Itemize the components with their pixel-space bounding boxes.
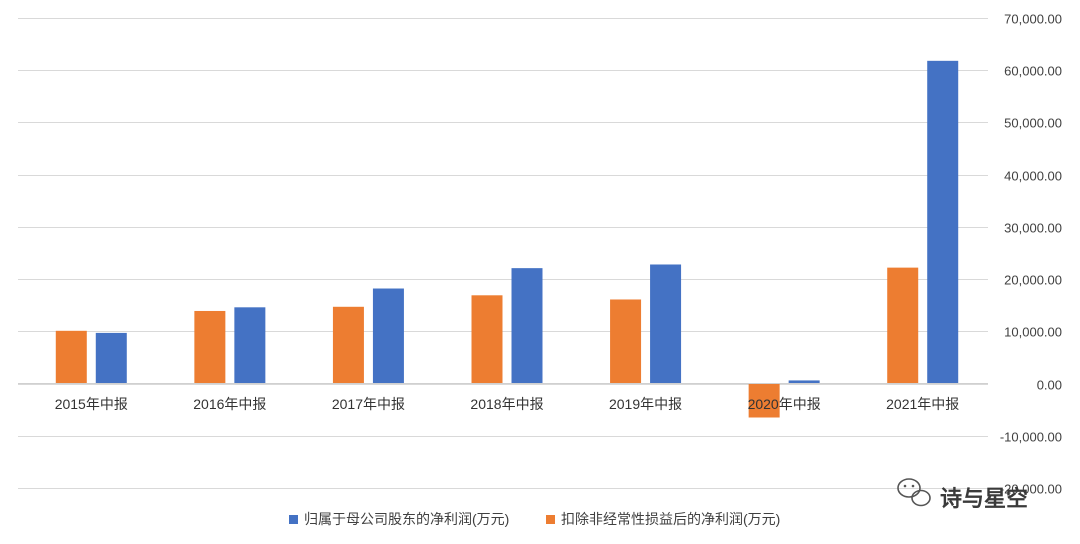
x-category-label: 2015年中报 bbox=[55, 396, 128, 412]
bar-deducted-5 bbox=[748, 383, 780, 418]
x-category-label: 2016年中报 bbox=[193, 396, 266, 412]
y-tick-label: 40,000.00 bbox=[1004, 169, 1062, 184]
bar-deducted-0 bbox=[55, 330, 87, 384]
x-category-label: 2019年中报 bbox=[609, 396, 682, 412]
bar-parent-2 bbox=[372, 288, 404, 384]
x-category-label: 2020年中报 bbox=[748, 396, 821, 412]
gridlines bbox=[18, 18, 988, 489]
bar-deducted-6 bbox=[887, 267, 919, 384]
x-category-labels: 2015年中报 2016年中报 2017年中报 2018年中报 2019年中报 2020年… bbox=[55, 396, 960, 412]
bar-deducted-2 bbox=[332, 306, 364, 384]
watermark: 诗与星空 bbox=[897, 478, 1028, 511]
bar-parent-5 bbox=[788, 380, 820, 384]
bar-parent-6 bbox=[927, 60, 959, 384]
legend-label-net-profit-deducted: 扣除非经常性损益后的净利润(万元) bbox=[561, 511, 780, 527]
y-tick-label: 20,000.00 bbox=[1004, 273, 1062, 288]
bars bbox=[55, 60, 959, 418]
x-category-label: 2018年中报 bbox=[470, 396, 543, 412]
y-tick-label: 50,000.00 bbox=[1004, 116, 1062, 131]
y-tick-labels: 70,000.00 60,000.00 50,000.00 40,000.00 30,0… bbox=[1000, 12, 1062, 497]
bar-deducted-3 bbox=[471, 295, 503, 384]
bar-parent-4 bbox=[650, 264, 682, 384]
bar-parent-0 bbox=[95, 332, 127, 384]
y-tick-label: -10,000.00 bbox=[1000, 430, 1062, 445]
x-category-label: 2017年中报 bbox=[332, 396, 405, 412]
watermark-text: 诗与星空 bbox=[940, 486, 1028, 511]
y-tick-label: 70,000.00 bbox=[1004, 12, 1062, 27]
legend-label-net-profit-parent: 归属于母公司股东的净利润(万元) bbox=[304, 511, 509, 527]
y-tick-label: -20,000.00 bbox=[1000, 482, 1062, 497]
y-tick-label: 10,000.00 bbox=[1004, 325, 1062, 340]
bar-parent-1 bbox=[234, 307, 266, 384]
y-tick-label: 60,000.00 bbox=[1004, 64, 1062, 79]
bar-deducted-4 bbox=[610, 299, 642, 384]
wechat-icon bbox=[897, 478, 931, 507]
y-tick-label: 30,000.00 bbox=[1004, 221, 1062, 236]
bar-deducted-1 bbox=[194, 310, 226, 384]
x-category-label: 2021年中报 bbox=[886, 396, 959, 412]
legend-swatch-net-profit-parent bbox=[289, 515, 298, 524]
legend-swatch-net-profit-deducted bbox=[546, 515, 555, 524]
bar-parent-3 bbox=[511, 268, 543, 384]
legend: 归属于母公司股东的净利润(万元) 扣除非经常性损益后的净利润(万元) bbox=[289, 511, 780, 527]
y-tick-label: 0.00 bbox=[1037, 378, 1062, 393]
